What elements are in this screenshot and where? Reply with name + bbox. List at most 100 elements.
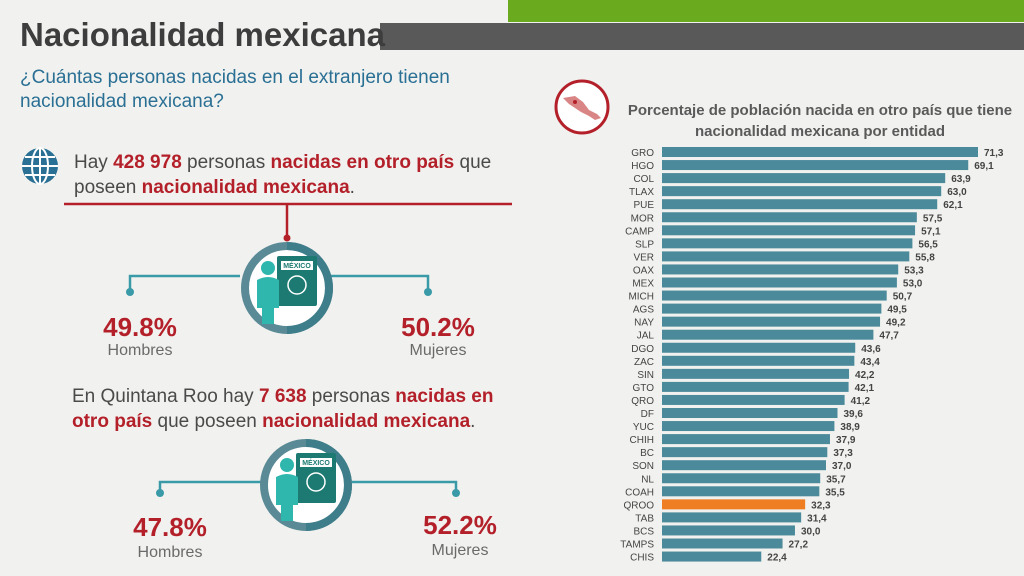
value-label: 43,4: [860, 357, 880, 368]
value-label: 38,9: [840, 422, 860, 433]
bar: [662, 212, 917, 223]
bar: [662, 525, 795, 536]
category-label: COL: [633, 174, 654, 185]
category-label: PUE: [633, 200, 654, 211]
category-label: OAX: [633, 265, 654, 276]
bar: [662, 355, 855, 366]
bar: [662, 251, 910, 262]
bar: [662, 238, 913, 249]
passport-badge-text: MÉXICO: [283, 261, 311, 270]
national-men-label: Hombres: [107, 342, 173, 359]
value-label: 37,3: [833, 448, 853, 459]
category-label: CHIH: [630, 435, 654, 446]
category-label: HGO: [631, 161, 654, 172]
value-label: 22,4: [767, 553, 787, 564]
state-passport-badge-text: MÉXICO: [302, 458, 330, 467]
state-men-pct: 47.8%: [133, 512, 207, 542]
category-label: QROO: [623, 500, 654, 511]
category-label: SIN: [637, 370, 654, 381]
bar: [662, 264, 899, 275]
category-label: SLP: [635, 239, 654, 250]
value-label: 49,2: [886, 318, 906, 329]
header-green-bar: [508, 0, 1024, 22]
value-label: 27,2: [789, 540, 809, 551]
state-women-pct: 52.2%: [423, 510, 497, 540]
bar: [662, 499, 806, 510]
bar: [662, 473, 821, 484]
value-label: 69,1: [974, 161, 994, 172]
national-women-label: Mujeres: [409, 342, 467, 359]
bar: [662, 551, 762, 562]
bar: [662, 538, 783, 549]
national-men-pct: 49.8%: [103, 312, 177, 342]
value-label: 49,5: [887, 305, 907, 316]
state-women-label: Mujeres: [431, 542, 489, 559]
bar: [662, 199, 938, 210]
value-label: 55,8: [915, 252, 935, 263]
bar: [662, 186, 942, 197]
value-label: 39,6: [844, 409, 864, 420]
value-label: 37,0: [832, 461, 852, 472]
category-label: NL: [641, 474, 654, 485]
bar: [662, 486, 820, 497]
value-label: 35,5: [825, 487, 845, 498]
page-subtitle: ¿Cuántas personas nacidas en el extranje…: [20, 67, 450, 112]
bar: [662, 160, 969, 171]
bar: [662, 316, 881, 327]
value-label: 43,6: [861, 344, 881, 355]
bar: [662, 290, 887, 301]
bar: [662, 368, 850, 379]
category-label: MICH: [628, 292, 654, 303]
category-label: CHIS: [630, 553, 654, 564]
value-label: 53,3: [904, 265, 924, 276]
category-label: YUC: [633, 422, 654, 433]
category-label: DGO: [631, 344, 654, 355]
bar: [662, 512, 802, 523]
category-label: QRO: [631, 396, 654, 407]
bar: [662, 329, 874, 340]
value-label: 35,7: [826, 474, 846, 485]
category-label: GTO: [633, 383, 655, 394]
category-label: DF: [641, 409, 654, 420]
header-gray-bar: [380, 23, 1024, 50]
national-women-pct: 50.2%: [401, 312, 475, 342]
bar: [662, 342, 856, 353]
value-label: 31,4: [807, 513, 827, 524]
passport-person-icon: MÉXICO: [241, 242, 333, 334]
value-label: 42,1: [855, 383, 875, 394]
value-label: 32,3: [811, 500, 831, 511]
category-label: AGS: [633, 305, 654, 316]
category-label: GRO: [631, 148, 654, 159]
state-passport-person-icon: MÉXICO: [260, 439, 352, 531]
value-label: 37,9: [836, 435, 856, 446]
value-label: 57,1: [921, 226, 941, 237]
connector-lines: [64, 202, 512, 497]
category-label: SON: [632, 461, 654, 472]
bar: [662, 303, 882, 314]
bar: [662, 277, 897, 288]
value-label: 63,0: [947, 187, 967, 198]
bar: [662, 460, 826, 471]
value-label: 62,1: [943, 200, 963, 211]
page-title: Nacionalidad mexicana: [20, 16, 385, 53]
value-label: 30,0: [801, 526, 821, 537]
value-label: 47,7: [879, 331, 899, 342]
category-label: BC: [640, 448, 654, 459]
category-label: VER: [633, 252, 654, 263]
value-label: 57,5: [923, 213, 943, 224]
bar-chart: GRO 71,3 HGO 69,1 COL 63,9 TLAX 63,0 PUE 62,1 MOR 5…: [620, 147, 1004, 564]
category-label: MOR: [631, 213, 654, 224]
category-label: TLAX: [629, 187, 654, 198]
category-label: CAMP: [625, 226, 654, 237]
bar: [662, 173, 946, 184]
bar: [662, 447, 828, 458]
bar: [662, 434, 830, 445]
state-men-label: Hombres: [137, 544, 203, 561]
category-label: JAL: [637, 331, 655, 342]
category-label: MEX: [632, 279, 654, 290]
category-label: BCS: [633, 526, 654, 537]
bar: [662, 408, 838, 418]
bar: [662, 381, 849, 392]
bar: [662, 147, 978, 157]
value-label: 63,9: [951, 174, 971, 185]
